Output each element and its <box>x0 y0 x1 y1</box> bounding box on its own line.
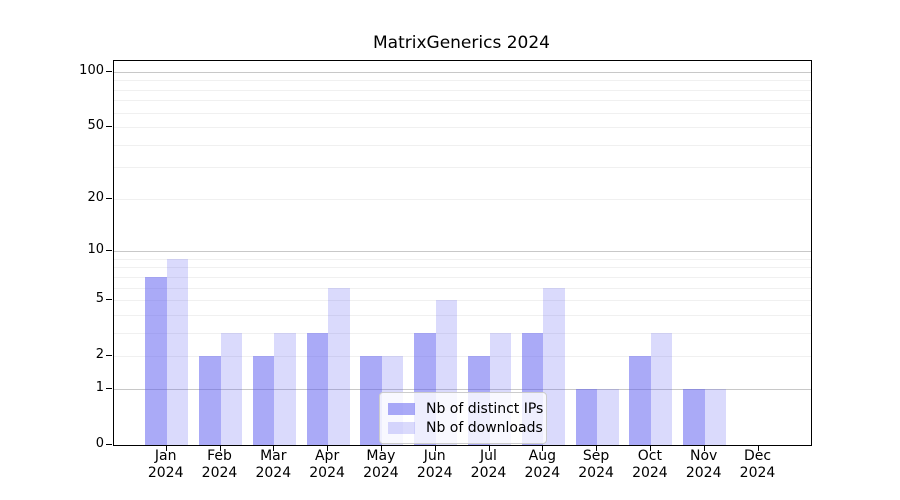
x-tick-label-jun: Jun 2024 <box>416 448 453 481</box>
legend-item-distinct-ips: Nb of distinct IPs <box>388 399 543 418</box>
bar-distinct-ips-feb <box>199 356 221 445</box>
x-tick-label-aug: Aug 2024 <box>524 448 561 481</box>
x-tick-label-sep: Sep 2024 <box>578 448 614 481</box>
gridline-y-2 <box>114 356 811 358</box>
x-tick-oct <box>649 445 651 451</box>
legend-label-downloads: Nb of downloads <box>426 419 543 436</box>
gridline-y-7 <box>114 276 811 278</box>
gridline-y-80 <box>114 89 811 91</box>
gridline-y-40 <box>114 144 811 146</box>
x-tick-jun <box>434 445 436 451</box>
y-tick-label-20: 20 <box>87 189 104 205</box>
gridline-y-1 <box>114 388 811 390</box>
x-tick-feb <box>219 445 221 451</box>
gridline-y-90 <box>114 80 811 82</box>
y-tick-0 <box>106 444 112 445</box>
x-tick-label-jan: Jan 2024 <box>147 448 184 481</box>
gridline-y-6 <box>114 287 811 289</box>
gridline-y-10 <box>114 251 811 252</box>
x-tick-apr <box>327 445 329 451</box>
x-tick-sep <box>596 445 598 451</box>
y-tick-5 <box>106 299 112 301</box>
bar-downloads-sep <box>597 388 619 445</box>
bar-distinct-ips-may <box>360 356 382 445</box>
bar-distinct-ips-mar <box>252 356 275 445</box>
y-tick-label-1: 1 <box>95 379 104 395</box>
bar-downloads-jan <box>166 258 189 445</box>
bar-downloads-aug <box>543 287 565 445</box>
bar-downloads-feb <box>220 332 242 445</box>
bar-distinct-ips-jan <box>145 276 167 445</box>
x-tick-label-may: May 2024 <box>363 448 399 481</box>
gridline-y-30 <box>114 167 811 169</box>
bar-downloads-apr <box>328 287 350 445</box>
x-tick-label-mar: Mar 2024 <box>255 448 292 481</box>
chart-title: MatrixGenerics 2024 <box>373 33 550 53</box>
y-tick-label-50: 50 <box>87 118 104 133</box>
legend-swatch-downloads <box>388 421 415 434</box>
y-tick-label-0: 0 <box>95 436 104 451</box>
y-tick-label-100: 100 <box>79 62 104 78</box>
x-tick-dec <box>757 445 759 451</box>
x-tick-jan <box>165 445 167 451</box>
gridline-y-3 <box>114 332 811 334</box>
gridline-y-20 <box>114 198 811 200</box>
gridline-y-70 <box>114 100 811 102</box>
legend-item-downloads: Nb of downloads <box>388 418 543 437</box>
bar-downloads-mar <box>274 332 296 445</box>
gridline-y-9 <box>114 258 811 260</box>
x-tick-aug <box>542 445 544 451</box>
x-tick-nov <box>703 445 705 451</box>
bar-distinct-ips-sep <box>575 388 598 445</box>
y-tick-20 <box>106 197 112 199</box>
x-tick-mar <box>273 445 275 451</box>
bar-downloads-oct <box>650 332 673 445</box>
legend-swatch-distinct-ips <box>388 402 415 415</box>
gridline-y-8 <box>114 267 811 269</box>
bar-distinct-ips-oct <box>629 356 651 445</box>
y-tick-label-10: 10 <box>87 242 104 257</box>
bar-distinct-ips-nov <box>683 388 705 445</box>
y-tick-10 <box>106 250 112 251</box>
plot-area: Nb of distinct IPs Nb of downloads <box>113 60 812 446</box>
x-tick-label-jul: Jul 2024 <box>470 448 507 481</box>
legend: Nb of distinct IPs Nb of downloads <box>379 392 547 444</box>
bar-distinct-ips-apr <box>306 332 329 445</box>
x-tick-label-apr: Apr 2024 <box>309 448 345 481</box>
y-tick-50 <box>106 126 112 127</box>
x-tick-label-oct: Oct 2024 <box>632 448 668 481</box>
gridline-y-100 <box>114 71 811 73</box>
gridline-y-4 <box>114 314 811 316</box>
x-tick-may <box>380 445 382 451</box>
x-tick-label-feb: Feb 2024 <box>201 448 238 481</box>
x-tick-jul <box>488 445 490 451</box>
gridline-y-60 <box>114 112 811 114</box>
y-tick-100 <box>106 70 112 72</box>
x-tick-label-nov: Nov 2024 <box>685 448 722 481</box>
gridline-y-50 <box>114 127 811 128</box>
y-tick-1 <box>106 387 112 389</box>
gridline-y-5 <box>114 300 811 302</box>
bar-downloads-nov <box>704 388 727 445</box>
y-tick-2 <box>106 355 112 357</box>
y-tick-label-2: 2 <box>95 347 104 363</box>
x-tick-label-dec: Dec 2024 <box>739 448 776 481</box>
y-tick-label-5: 5 <box>95 291 104 307</box>
legend-label-distinct-ips: Nb of distinct IPs <box>426 400 544 417</box>
